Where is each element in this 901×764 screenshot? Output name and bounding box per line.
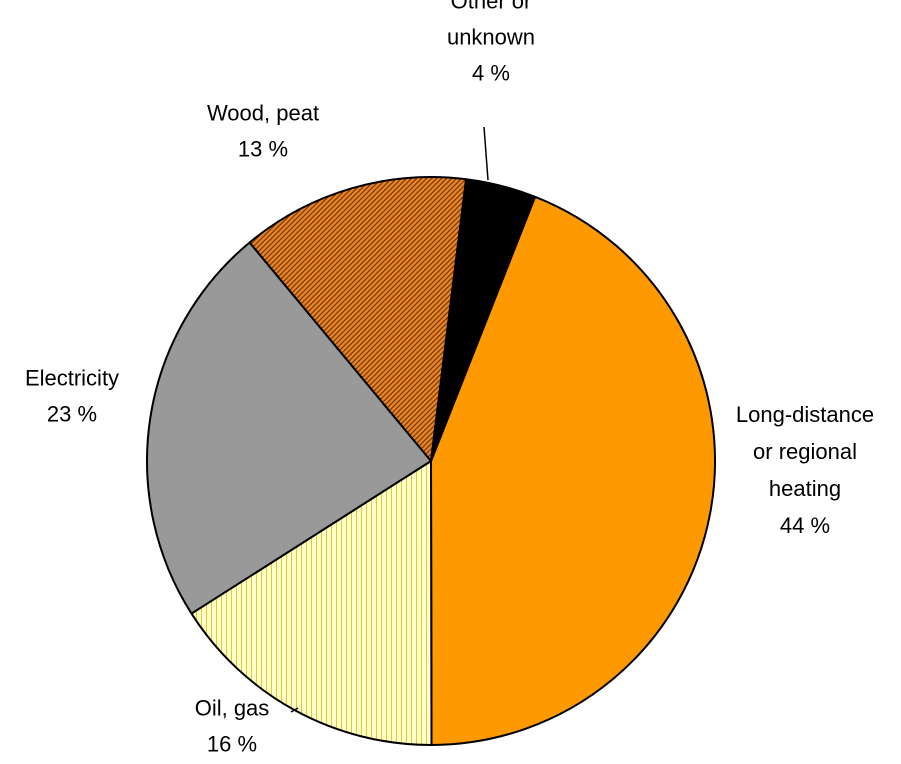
data-label-text: Long-distance: [736, 402, 874, 427]
data-label-wood-peat: Wood, peat 13 %: [207, 101, 319, 162]
leader-line-other-or-unknown: [483, 126, 489, 181]
pie-slice-long-distance-or-regional-heating: [430, 195, 716, 746]
data-label-text: or regional: [753, 439, 857, 464]
data-label-value: 16 %: [207, 732, 257, 757]
data-labels-layer: Long-distance or regional heating 44 % Oil, …: [25, 0, 874, 757]
leader-line-oil-gas: [290, 707, 299, 713]
data-label-oil-gas: Oil, gas 16 %: [195, 696, 270, 757]
data-label-other-or-unknown: Other or unknown 4 %: [447, 0, 535, 86]
data-label-text: Electricity: [25, 366, 119, 391]
data-label-text: unknown: [447, 25, 535, 50]
data-label-value: 44 %: [780, 513, 830, 538]
data-label-text: Other or: [451, 0, 532, 14]
data-label-long-distance-or-regional-heating: Long-distance or regional heating 44 %: [736, 402, 874, 538]
data-label-electricity: Electricity 23 %: [25, 366, 119, 427]
leader-lines-layer: [290, 126, 489, 713]
data-label-value: 4 %: [472, 61, 510, 86]
pie-slice-wood-peat: [248, 176, 468, 462]
data-label-value: 23 %: [47, 402, 97, 427]
data-label-value: 13 %: [238, 137, 288, 162]
pie-slice-electricity: [146, 241, 432, 615]
pie-slice-other-or-unknown: [430, 178, 537, 462]
data-label-text: Oil, gas: [195, 696, 270, 721]
data-label-text: heating: [769, 476, 841, 501]
data-label-text: Wood, peat: [207, 101, 319, 126]
slices-layer: [146, 176, 716, 747]
